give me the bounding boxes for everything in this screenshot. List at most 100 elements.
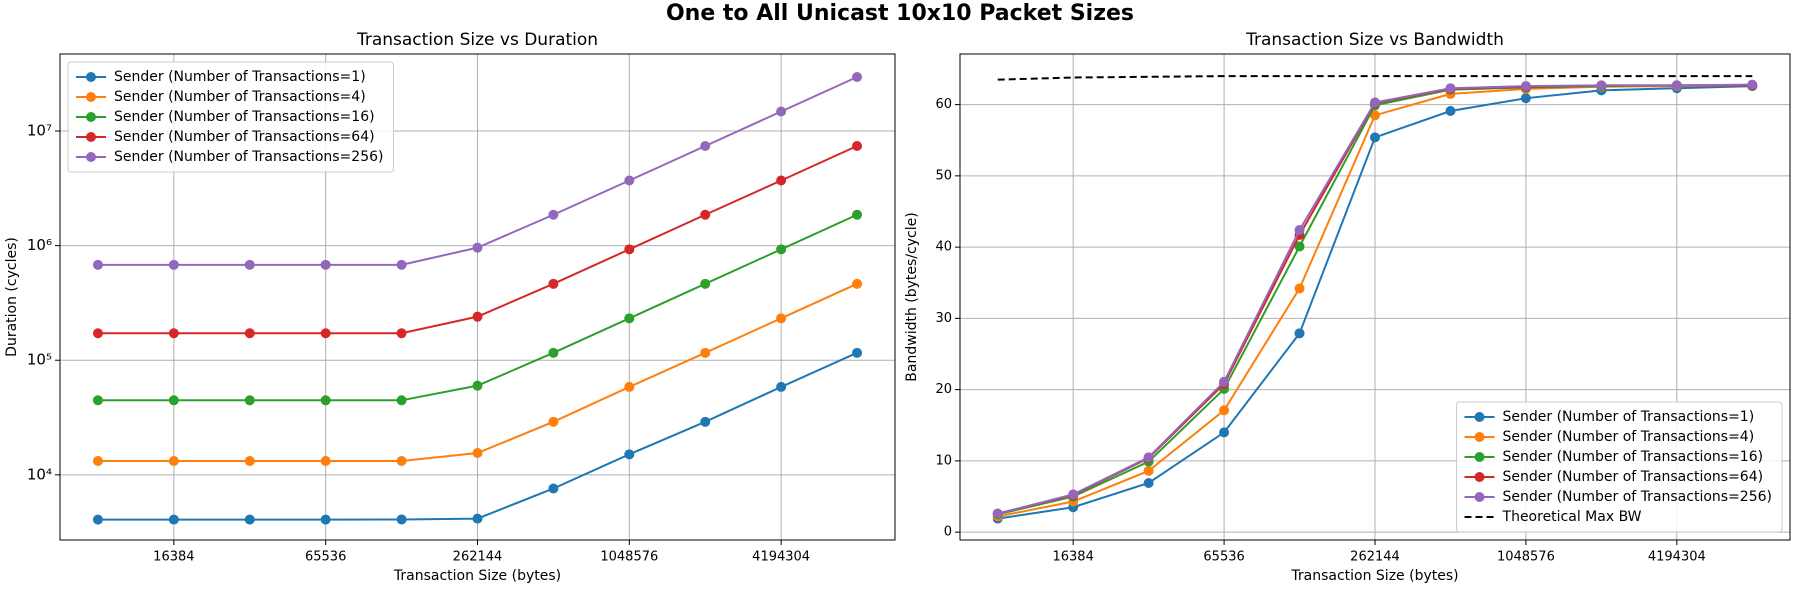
data-point [320,395,331,406]
y-tick-label: 10 [935,453,952,468]
data-point [1143,452,1154,463]
y-tick-label: 30 [935,311,952,326]
data-point [992,508,1003,519]
legend-frame [1456,401,1783,533]
figure-title: One to All Unicast 10x10 Packet Sizes [666,1,1134,26]
data-point [1219,376,1230,387]
legend-label: Sender (Number of Transactions=1) [1503,409,1755,425]
legend-label: Sender (Number of Transactions=256) [1503,489,1772,505]
legend-marker [86,112,96,122]
y-tick-label: 10⁴ [27,465,52,483]
data-point [548,278,559,289]
data-point [776,244,787,255]
y-tick-label: 50 [935,168,952,183]
data-point [244,456,255,467]
axes-frame [59,53,896,541]
data-point [700,416,711,427]
x-tick-label: 16384 [1052,550,1093,565]
axes-frame [959,53,1791,541]
legend-label: Sender (Number of Transactions=4) [114,89,366,105]
data-point [548,483,559,494]
data-point [1596,80,1607,91]
x-tick-label: 1048576 [600,550,658,565]
data-point [472,311,483,322]
data-point [1219,405,1230,416]
y-tick-label: 10⁶ [27,236,52,254]
data-point [776,175,787,186]
data-point [320,328,331,339]
data-point [244,259,255,270]
data-point [168,328,179,339]
data-point [1219,427,1230,438]
data-point [244,328,255,339]
data-point [472,513,483,524]
legend-marker [1474,492,1485,502]
data-point [244,395,255,406]
legend: Sender (Number of Transactions=1) Sender … [1456,401,1783,533]
subplot-title: Transaction Size vs Bandwidth [1245,30,1504,50]
legend-label: Sender (Number of Transactions=256) [114,149,383,165]
data-point [92,328,103,339]
data-point [92,395,103,406]
y-axis-label: Bandwidth (bytes/cycle) [904,212,920,381]
data-point [1068,489,1079,500]
data-point [624,244,635,255]
series-line [997,75,1753,81]
data-point [472,448,483,459]
x-tick-label: 1048576 [1497,550,1555,565]
legend-label: Theoretical Max BW [1502,509,1642,525]
legend-marker [1474,412,1485,422]
legend-frame [67,61,394,173]
data-point [548,209,559,220]
data-point [852,72,863,83]
data-point [852,347,863,358]
y-tick-label: 60 [935,97,952,112]
data-point [168,456,179,467]
data-point [92,456,103,467]
y-tick-label: 20 [935,382,952,397]
legend-marker [86,72,96,82]
y-axis-label: Duration (cycles) [4,237,20,357]
x-axis-label: Transaction Size (bytes) [1290,568,1458,584]
data-point [396,259,407,270]
data-point [852,209,863,220]
data-point [852,278,863,289]
data-point [1671,80,1682,91]
data-point [1294,328,1305,339]
data-point [320,514,331,525]
data-point [1747,79,1758,90]
y-tick-label: 40 [935,240,952,255]
data-point [472,242,483,253]
data-point [548,347,559,358]
legend-label: Sender (Number of Transactions=16) [1503,449,1764,465]
data-point [1520,93,1531,104]
legend-marker [1474,432,1485,442]
data-point [852,141,863,152]
x-tick-label: 4194304 [1648,550,1706,565]
data-point [168,259,179,270]
legend-marker [86,152,96,162]
data-point [1445,83,1456,94]
legend-marker [1474,472,1485,482]
y-tick-label: 10⁷ [27,122,52,140]
legend-label: Sender (Number of Transactions=1) [114,69,366,85]
data-point [396,514,407,525]
legend-label: Sender (Number of Transactions=4) [1503,429,1755,445]
data-point [396,395,407,406]
data-point [472,380,483,391]
data-point [776,381,787,392]
data-point [92,514,103,525]
data-point [1445,106,1456,117]
y-tick-label: 10⁵ [27,351,52,369]
legend-marker [86,92,96,102]
data-point [700,141,711,152]
x-axis-label: Transaction Size (bytes) [393,568,561,584]
data-point [700,209,711,220]
data-point [1520,81,1531,92]
data-point [700,278,711,289]
data-point [320,456,331,467]
data-point [776,106,787,117]
x-tick-label: 65536 [1203,550,1244,565]
data-point [548,416,559,427]
